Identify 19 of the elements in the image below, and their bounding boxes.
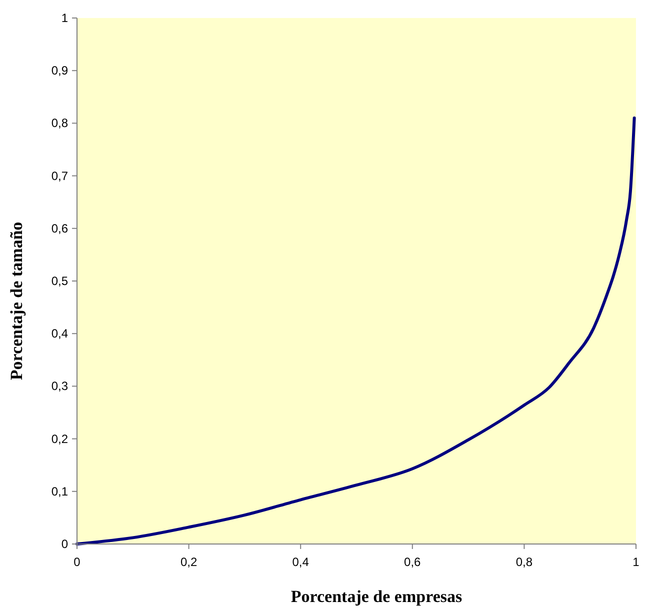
x-tick-label: 0,8 — [516, 555, 533, 569]
y-tick-label: 0,7 — [51, 168, 68, 183]
y-tick-label: 0,9 — [51, 64, 68, 78]
x-tick-label: 0 — [74, 555, 81, 569]
y-tick-label: 1 — [61, 11, 68, 25]
y-tick-label: 0,3 — [51, 379, 68, 394]
y-tick-label: 0,1 — [51, 484, 68, 498]
y-tick-label: 0,8 — [51, 116, 68, 130]
y-tick-label: 0 — [61, 537, 68, 551]
x-tick-label: 0,4 — [292, 555, 310, 569]
x-tick-label: 1 — [632, 555, 640, 569]
x-axis-title: Porcentaje de empresas — [290, 587, 462, 606]
y-tick-label: 0,4 — [51, 326, 68, 341]
x-tick-label: 0,2 — [180, 555, 198, 569]
y-axis-title: Porcentaje de tamaño — [7, 222, 26, 380]
y-tick-label: 0,2 — [51, 432, 68, 446]
y-tick-label: 0,6 — [51, 221, 68, 236]
x-tick-label: 0,6 — [404, 555, 422, 569]
y-tick-label: 0,5 — [51, 274, 68, 288]
